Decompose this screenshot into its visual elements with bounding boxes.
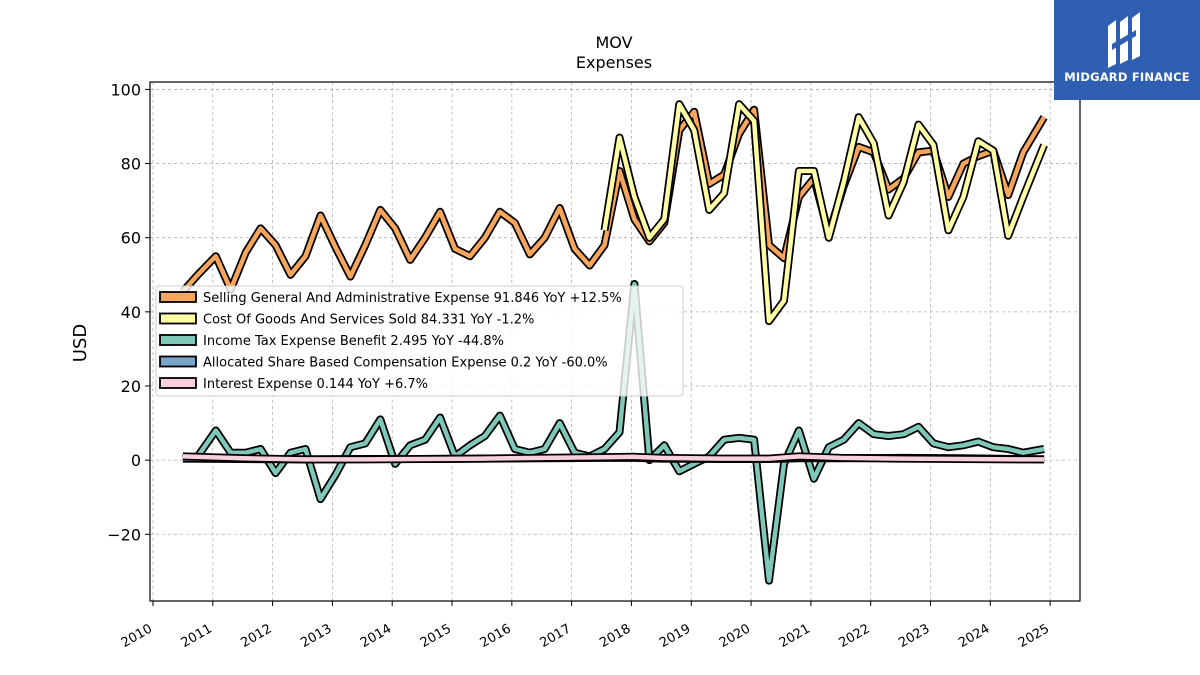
x-tick-label: 2014 — [358, 621, 394, 651]
x-tick-label: 2012 — [238, 621, 274, 651]
legend-label: Interest Expense 0.144 YoY +6.7% — [203, 377, 428, 392]
x-tick-label: 2015 — [418, 621, 454, 651]
series-line — [182, 454, 1045, 462]
x-tick-label: 2013 — [298, 621, 334, 651]
logo-text: MIDGARD FINANCE — [1064, 70, 1190, 84]
series-line — [182, 281, 1045, 583]
y-tick-label: 20 — [121, 377, 141, 396]
series-1 — [600, 100, 1048, 326]
x-tick-label: 2020 — [717, 621, 753, 651]
series-line — [602, 101, 1047, 324]
y-tick-label: −20 — [107, 525, 141, 544]
y-tick-label: 80 — [121, 155, 141, 174]
x-tick-label: 2019 — [657, 621, 693, 651]
y-tick-label: 40 — [121, 303, 141, 322]
legend: Selling General And Administrative Expen… — [155, 285, 684, 397]
series-4 — [182, 452, 1045, 464]
legend-label: Selling General And Administrative Expen… — [203, 291, 622, 306]
x-tick-label: 2021 — [777, 621, 813, 651]
x-tick-label: 2022 — [837, 621, 873, 651]
legend-label: Allocated Share Based Compensation Expen… — [203, 356, 608, 371]
plot-frame — [149, 81, 1081, 602]
x-tick-label: 2016 — [478, 621, 514, 651]
y-tick-label: 100 — [110, 80, 141, 99]
chart-title: MOV — [595, 33, 632, 52]
series-layer — [179, 100, 1048, 585]
x-tick-label: 2025 — [1016, 621, 1052, 651]
series-2 — [182, 280, 1045, 585]
legend-swatch — [159, 355, 197, 368]
x-tick-label: 2010 — [119, 621, 155, 651]
x-tick-label: 2017 — [537, 621, 573, 651]
legend-swatch — [159, 377, 197, 389]
midgard-finance-logo: MIDGARD FINANCE — [1054, 0, 1200, 100]
legend-swatch — [159, 291, 197, 303]
y-tick-label: 60 — [121, 229, 141, 248]
legend-label: Income Tax Expense Benefit 2.495 YoY -44… — [203, 334, 504, 349]
midgard-logo-icon — [1108, 12, 1140, 68]
x-tick-label: 2018 — [597, 621, 633, 651]
x-tick-label: 2011 — [179, 621, 215, 651]
legend-box — [155, 285, 684, 397]
legend-swatch — [159, 334, 197, 346]
x-ticks: 2010 2011 2012 2013 2014 2015 2016 2017 2018 2019… — [119, 601, 1052, 651]
legend-label: Cost Of Goods And Services Sold 84.331 Y… — [203, 313, 534, 328]
y-ticks: −20 0 20 40 60 80 100 — [107, 80, 150, 544]
x-tick-label: 2024 — [956, 621, 992, 651]
x-tick-label: 2023 — [896, 621, 932, 651]
y-tick-label: 0 — [131, 451, 141, 470]
legend-swatch — [159, 312, 197, 325]
y-axis-label: USD — [70, 324, 91, 362]
chart-subtitle: Expenses — [576, 53, 652, 72]
